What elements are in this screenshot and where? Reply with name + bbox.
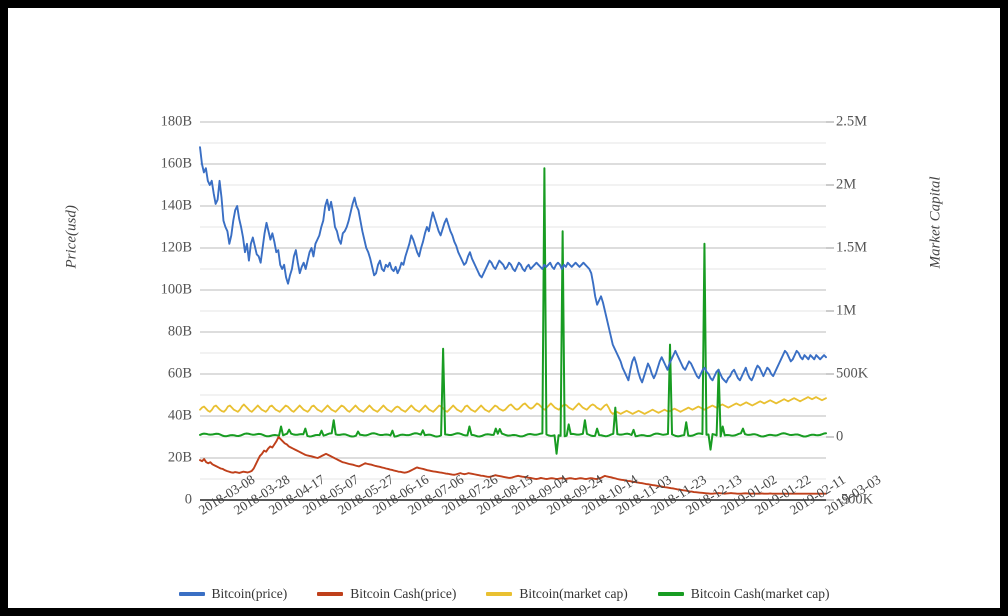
left-axis-tick-label: 140B (160, 197, 192, 214)
left-axis-tick-label: 100B (160, 281, 192, 298)
left-axis-tick-label: 40B (167, 407, 192, 424)
legend-item[interactable]: Bitcoin(price) (178, 586, 288, 602)
legend-item[interactable]: Bitcoin(market cap) (486, 586, 628, 602)
legend-color-swatch (657, 592, 684, 596)
right-axis-ticks: -500K 0 500K 1M 1.5M 2M 2.5M (836, 8, 956, 608)
chart-canvas: Price(usd) Market Capital 0 20B 40B 60B 80B 1… (8, 8, 1000, 608)
right-axis-tick-label: 2M (836, 176, 857, 193)
legend-item[interactable]: Bitcoin Cash(market cap) (657, 586, 830, 602)
left-axis-ticks: 0 20B 40B 60B 80B 100B 120B 140B 160B 180B (116, 8, 192, 608)
left-axis-title: Price(usd) (63, 205, 80, 269)
legend-color-swatch (178, 592, 205, 596)
series-lines (199, 146, 827, 495)
right-axis-tick-label: -500K (836, 491, 874, 508)
left-axis-tick-label: 20B (167, 449, 192, 466)
series-bitcoin-cash-market-cap (199, 167, 827, 455)
left-axis-tick-label: 120B (160, 239, 192, 256)
left-axis-tick-label: 160B (160, 155, 192, 172)
series-canvas (199, 121, 834, 501)
legend-color-swatch (486, 592, 513, 596)
legend-label: Bitcoin Cash(price) (350, 586, 457, 601)
series-bitcoin-price (199, 146, 827, 384)
x-axis-ticks: 2018-03-08 2018-03-28 2018-04-17 2018-05-07… (8, 472, 1000, 575)
gridlines (200, 121, 834, 501)
right-axis-tick-label: 2.5M (836, 113, 868, 130)
left-axis-tick-label: 60B (167, 365, 192, 382)
legend-item[interactable]: Bitcoin Cash(price) (317, 586, 456, 602)
legend-label: Bitcoin Cash(market cap) (690, 586, 830, 601)
series-bitcoin-market-cap (199, 396, 827, 415)
dual-axis-line-chart: Price(usd) Market Capital 0 20B 40B 60B 80B 1… (8, 8, 1000, 608)
right-axis-tick-label: 500K (836, 365, 869, 382)
left-axis-tick-label: 0 (184, 491, 192, 508)
legend-label: Bitcoin(price) (211, 586, 288, 601)
right-axis-tick-label: 0 (836, 428, 844, 445)
legend-color-swatch (317, 592, 344, 596)
left-axis-tick-label: 180B (160, 113, 192, 130)
left-axis-tick-label: 80B (167, 323, 192, 340)
series-bitcoin-cash-price (199, 436, 827, 495)
right-axis-tick-label: 1M (836, 302, 857, 319)
legend-label: Bitcoin(market cap) (519, 586, 628, 601)
right-axis-tick-label: 1.5M (836, 239, 868, 256)
plot-area (199, 121, 834, 501)
chart-legend: Bitcoin(price) Bitcoin Cash(price) Bitcoin… (8, 582, 1000, 606)
